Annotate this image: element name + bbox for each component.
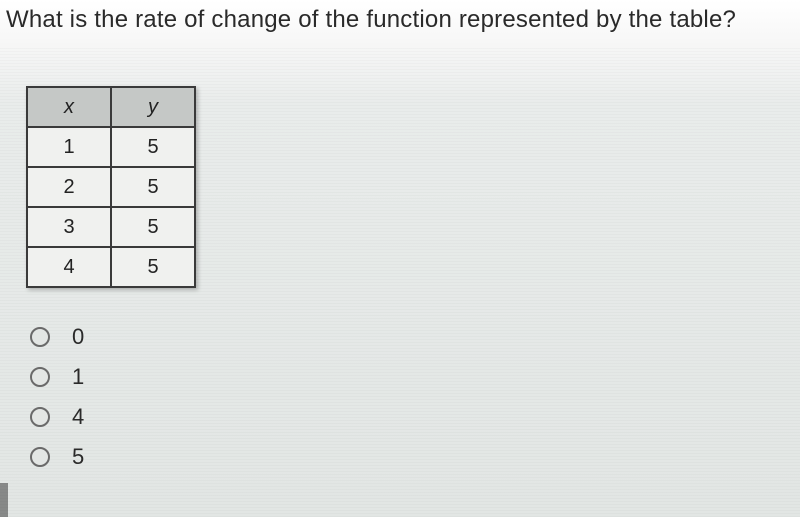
question-text: What is the rate of change of the functi… (6, 6, 736, 34)
cell-y: 5 (111, 207, 195, 247)
quiz-page: What is the rate of change of the functi… (0, 0, 800, 517)
cell-x: 1 (27, 127, 111, 167)
cell-x: 2 (27, 167, 111, 207)
cell-x: 4 (27, 247, 111, 287)
cell-y: 5 (111, 127, 195, 167)
table-header-row: x y (27, 87, 195, 127)
answer-option-0[interactable]: 0 (30, 324, 84, 350)
answer-options: 0 1 4 5 (30, 324, 84, 470)
answer-option-1[interactable]: 1 (30, 364, 84, 390)
col-header-y: y (111, 87, 195, 127)
cell-y: 5 (111, 167, 195, 207)
screen-edge-artifact (0, 483, 8, 517)
option-label: 5 (72, 444, 84, 470)
radio-icon (30, 327, 50, 347)
table-row: 1 5 (27, 127, 195, 167)
table-row: 2 5 (27, 167, 195, 207)
cell-y: 5 (111, 247, 195, 287)
answer-option-3[interactable]: 5 (30, 444, 84, 470)
table-row: 4 5 (27, 247, 195, 287)
col-header-x: x (27, 87, 111, 127)
option-label: 1 (72, 364, 84, 390)
radio-icon (30, 407, 50, 427)
cell-x: 3 (27, 207, 111, 247)
table-row: 3 5 (27, 207, 195, 247)
data-table-wrap: x y 1 5 2 5 3 5 4 5 (26, 86, 196, 288)
option-label: 4 (72, 404, 84, 430)
radio-icon (30, 367, 50, 387)
option-label: 0 (72, 324, 84, 350)
data-table: x y 1 5 2 5 3 5 4 5 (26, 86, 196, 288)
answer-option-2[interactable]: 4 (30, 404, 84, 430)
radio-icon (30, 447, 50, 467)
